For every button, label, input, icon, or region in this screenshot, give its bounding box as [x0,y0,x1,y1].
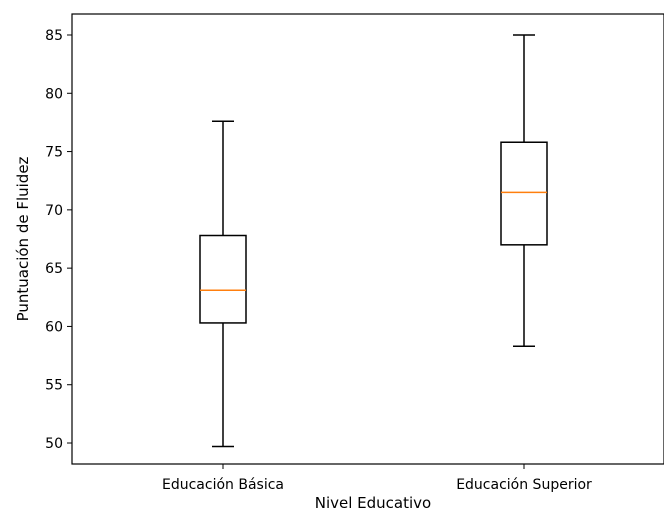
y-tick-label: 85 [45,28,63,44]
box-group [199,34,548,448]
x-axis: Educación Básica Educación Superior [162,464,592,493]
y-tick-label: 50 [45,436,63,452]
x-tick-label: Educación Básica [162,477,284,493]
y-tick-label: 70 [45,203,63,219]
x-axis-label: Nivel Educativo [315,494,431,512]
iqr-box [199,234,247,324]
y-axis: 50 55 60 65 70 75 80 85 [45,28,72,452]
y-axis-label: Puntuación de Fluidez [14,156,32,321]
y-tick-label: 65 [45,261,63,277]
plot-background [72,14,664,464]
y-tick-label: 60 [45,319,63,335]
box-2 [500,34,548,348]
iqr-box [500,141,548,246]
box-1 [199,120,247,448]
plot-frame [71,13,664,465]
y-tick-label: 55 [45,378,63,394]
x-tick-label: Educación Superior [456,477,592,493]
y-tick-label: 80 [45,86,63,102]
y-tick-label: 75 [45,145,63,161]
